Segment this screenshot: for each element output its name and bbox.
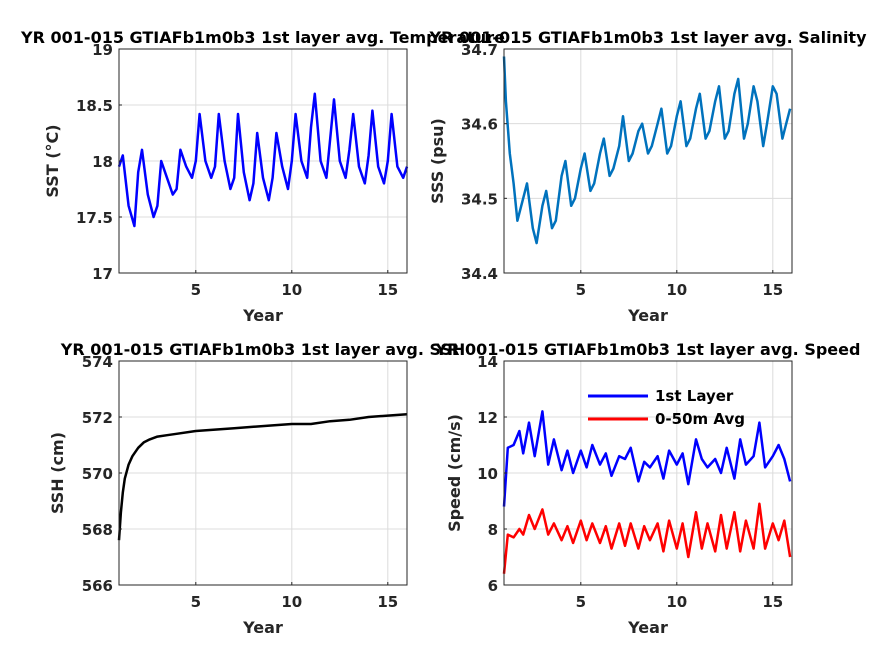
plot-area-sss <box>504 49 792 273</box>
chart-title-speed: YR 001-015 GTIAFb1m0b3 1st layer avg. Sp… <box>435 340 861 359</box>
series-line-speed-2 <box>502 502 792 574</box>
y-tick-label-sst: 18.5 <box>76 97 113 115</box>
y-tick-label-sst: 17 <box>92 265 113 283</box>
x-tick-label-sss: 10 <box>666 281 687 299</box>
x-tick-label-speed: 15 <box>762 593 783 611</box>
series-line-sss-1 <box>502 56 792 245</box>
legend-label-0-50m-avg: 0-50m Avg <box>655 410 745 428</box>
y-tick-label-sst: 18 <box>92 153 113 171</box>
panel-sst: 5 10 15 17 17.5 18 18.5 19 YR 001-015 GTIAFb1m0… <box>20 28 505 325</box>
y-tick-label-speed: 10 <box>477 465 498 483</box>
legend-label-1st-layer: 1st Layer <box>655 387 734 405</box>
y-tick-label-ssh: 570 <box>82 465 113 483</box>
x-tick-label-sst: 15 <box>377 281 398 299</box>
x-tick-label-sss: 15 <box>762 281 783 299</box>
x-axis-label-ssh: Year <box>242 618 283 637</box>
chart-title-ssh: YR 001-015 GTIAFb1m0b3 1st layer avg. SS… <box>60 340 466 359</box>
chart-title-sss: YR 001-015 GTIAFb1m0b3 1st layer avg. Sa… <box>428 28 867 47</box>
panel-speed: 5 10 15 6 8 10 12 14 YR 001-015 GTIAFb1m0b3 1st… <box>435 340 861 637</box>
panel-sss: 5 10 15 34.4 34.5 34.6 34.7 YR 001-015 GTIAFb1… <box>428 28 867 325</box>
legend: 1st Layer 0-50m Avg <box>588 387 745 428</box>
x-tick-label-speed: 10 <box>666 593 687 611</box>
x-tick-label-sss: 5 <box>576 281 586 299</box>
x-axis-label-speed: Year <box>627 618 668 637</box>
x-axis-label-sss: Year <box>627 306 668 325</box>
y-tick-label-ssh: 574 <box>82 353 113 371</box>
y-axis-label-speed: Speed (cm/s) <box>445 414 464 532</box>
x-tick-label-ssh: 5 <box>191 593 201 611</box>
y-axis-label-sst: SST (°C) <box>43 124 62 197</box>
axes-box-sss <box>503 48 793 274</box>
x-tick-label-speed: 5 <box>576 593 586 611</box>
x-tick-label-sst: 5 <box>191 281 201 299</box>
y-axis-label-ssh: SSH (cm) <box>48 432 67 514</box>
y-tick-label-ssh: 572 <box>82 409 113 427</box>
y-tick-label-sst: 17.5 <box>76 209 113 227</box>
x-tick-label-sst: 10 <box>281 281 302 299</box>
y-tick-label-ssh: 568 <box>82 521 113 539</box>
y-tick-label-sss: 34.7 <box>461 41 498 59</box>
y-tick-label-sss: 34.4 <box>461 265 498 283</box>
series-line-sst-1 <box>117 92 409 228</box>
x-tick-label-ssh: 15 <box>377 593 398 611</box>
chart-title-sst: YR 001-015 GTIAFb1m0b3 1st layer avg. Te… <box>20 28 505 47</box>
panel-ssh: 5 10 15 566 568 570 572 574 YR 001-015 GTIAFb1m… <box>48 340 465 637</box>
series-line-speed-1 <box>502 410 792 507</box>
y-tick-label-sss: 34.6 <box>461 116 498 134</box>
y-tick-label-speed: 14 <box>477 353 498 371</box>
x-tick-label-ssh: 10 <box>281 593 302 611</box>
y-tick-label-sst: 19 <box>92 41 113 59</box>
y-tick-label-speed: 12 <box>477 409 498 427</box>
y-tick-label-speed: 8 <box>488 521 498 539</box>
y-tick-label-speed: 6 <box>488 577 498 595</box>
y-tick-label-ssh: 566 <box>82 577 113 595</box>
y-axis-label-sss: SSS (psu) <box>428 118 447 204</box>
y-tick-label-sss: 34.5 <box>461 190 498 208</box>
x-axis-label-sst: Year <box>242 306 283 325</box>
series-line-ssh-1 <box>117 412 408 541</box>
